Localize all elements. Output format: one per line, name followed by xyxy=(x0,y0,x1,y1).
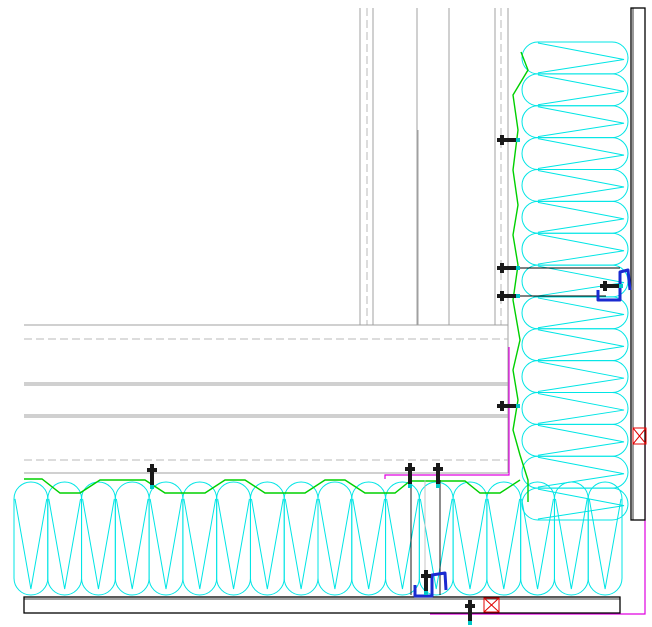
insulation-lobe xyxy=(351,481,387,596)
cladding-panel-horizontal xyxy=(23,596,621,614)
cladding-panel-vertical xyxy=(630,7,646,521)
spacer-block-horizontal xyxy=(483,597,500,613)
insulation-lobe xyxy=(521,41,629,75)
screw-fastener xyxy=(497,401,520,411)
membrane-vertical xyxy=(512,51,529,502)
screw-fastener xyxy=(433,463,443,488)
insulation-lobe xyxy=(486,481,522,596)
insulation-lobe xyxy=(216,481,251,596)
screw-fastener xyxy=(497,135,520,145)
insulation-lobe xyxy=(521,168,629,202)
vertical-column-dashed xyxy=(366,8,502,325)
screw-fastener xyxy=(421,570,431,595)
insulation-lobe xyxy=(521,264,629,298)
flashing-inner xyxy=(384,347,510,479)
steel-frame xyxy=(24,8,509,474)
screw-fastener xyxy=(405,463,415,488)
insulation-lobe xyxy=(521,200,629,234)
insulation-lobe xyxy=(521,105,629,139)
insulation-lobe xyxy=(452,481,488,596)
insulation-lobe xyxy=(249,481,285,596)
insulation-lobe xyxy=(521,392,629,425)
insulation-lobe xyxy=(317,481,353,596)
insulation-lobe xyxy=(81,481,116,596)
support-rails xyxy=(410,267,620,595)
insulation-lobe xyxy=(521,296,629,330)
vertical-column xyxy=(359,8,509,325)
insulation-lobe xyxy=(521,487,629,521)
insulation-lobe xyxy=(418,481,454,596)
insulation-lobe xyxy=(521,423,629,457)
spacer-block-vertical xyxy=(632,427,647,445)
insulation-lobe xyxy=(182,481,218,596)
insulation-lobe xyxy=(521,360,629,394)
insulation-lobe xyxy=(521,73,629,107)
breather-membrane xyxy=(24,51,529,502)
insulation-lobe xyxy=(520,481,555,596)
screw-fastener xyxy=(497,263,520,273)
horizontal-beam-dashed xyxy=(24,338,508,461)
insulation-horizontal xyxy=(13,481,623,596)
insulation-lobe xyxy=(521,232,629,266)
insulation-lobe xyxy=(587,481,623,596)
bracket-horizontal-wall xyxy=(413,571,448,598)
insulation-lobe xyxy=(553,481,589,596)
insulation-lobe xyxy=(47,481,83,596)
insulation-lobe xyxy=(13,481,49,596)
screw-fastener xyxy=(465,600,475,625)
cladding-panels xyxy=(23,7,646,614)
insulation-lobe xyxy=(385,481,420,596)
insulation-vertical xyxy=(521,41,629,521)
insulation-lobe xyxy=(148,481,184,596)
screw-fastener xyxy=(600,281,623,291)
membrane-horizontal xyxy=(24,478,521,494)
insulation-lobe xyxy=(521,137,629,170)
insulation-lobe xyxy=(283,481,319,596)
fasteners xyxy=(147,135,623,625)
screw-fastener xyxy=(147,464,157,489)
spacer-blocks xyxy=(483,427,647,613)
screw-fastener xyxy=(497,291,520,301)
insulation-lobe xyxy=(114,481,150,596)
insulation-lobe xyxy=(521,328,629,362)
horizontal-beam xyxy=(24,324,509,474)
